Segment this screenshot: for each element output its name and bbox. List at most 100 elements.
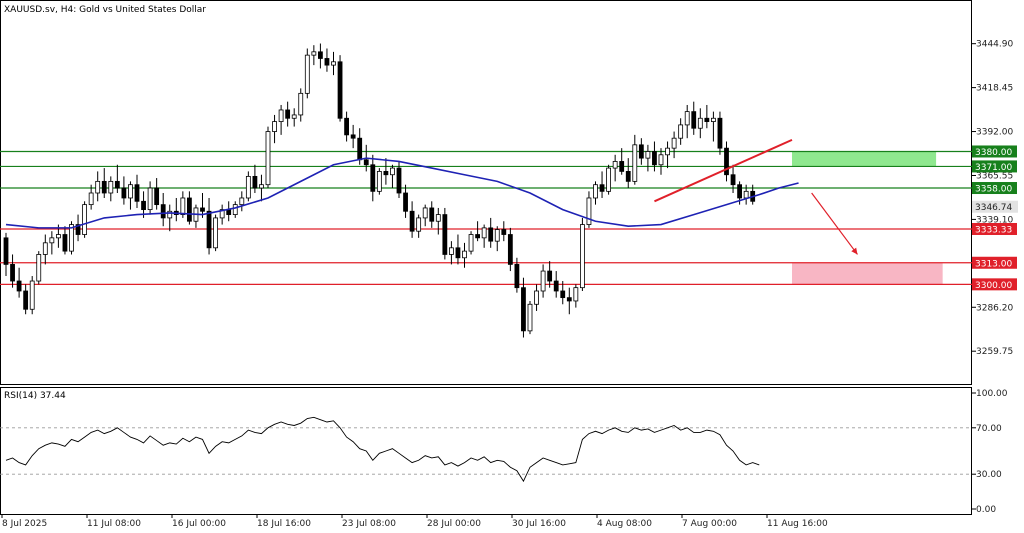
green-zone	[792, 151, 937, 167]
candle-body	[311, 51, 317, 56]
candle-body	[42, 242, 48, 255]
candle	[409, 201, 415, 238]
candle-body	[88, 192, 94, 206]
candle	[494, 226, 500, 252]
candle-body	[462, 250, 467, 259]
candle	[167, 204, 173, 232]
candle-body	[213, 217, 219, 249]
candle	[10, 254, 15, 288]
candle-body	[527, 303, 533, 332]
candle	[566, 287, 572, 315]
candle-body	[547, 270, 553, 282]
candle-body	[645, 151, 651, 159]
candle-body	[422, 207, 428, 219]
candle	[606, 164, 611, 195]
candle	[717, 111, 723, 155]
candle	[16, 267, 22, 298]
candle-body	[62, 234, 68, 252]
candle-body	[678, 124, 684, 139]
time-axis: 8 Jul 2025 11 Jul 08:00 16 Jul 00:00 18 Jul…	[1, 514, 828, 529]
candle	[108, 176, 114, 202]
candle-body	[114, 180, 120, 189]
candle-body	[29, 280, 35, 310]
moving-average-layer	[5, 157, 799, 229]
candle-body	[69, 224, 74, 252]
moving-average-line	[5, 157, 799, 229]
candle-body	[200, 207, 205, 212]
candle	[429, 201, 435, 228]
candle-body	[455, 247, 461, 259]
candle-body	[507, 234, 513, 265]
support-price-label: 3300.00	[975, 281, 1012, 291]
candle-body	[652, 151, 657, 166]
candle-body	[573, 287, 579, 302]
candle-body	[10, 264, 15, 282]
candle	[219, 204, 225, 225]
candle-body	[704, 117, 710, 122]
red-zone	[792, 262, 943, 285]
projection-arrow-line	[811, 192, 858, 255]
candle	[475, 221, 481, 242]
price-tick-label: 3365.55	[976, 171, 1013, 181]
candle	[501, 221, 507, 242]
time-tick-label: 8 Jul 2025	[2, 519, 47, 529]
candle	[507, 227, 513, 272]
candle	[62, 226, 68, 255]
candle	[403, 184, 408, 218]
candle	[3, 232, 9, 277]
candle	[370, 154, 376, 202]
candle	[416, 214, 422, 238]
current-price-label: 3346.74	[975, 203, 1012, 213]
candle-body	[619, 161, 625, 172]
candle-body	[219, 209, 225, 219]
candle-body	[101, 180, 107, 194]
resistance-price-tag	[972, 182, 1017, 195]
candle	[154, 178, 160, 210]
candle-body	[317, 51, 323, 59]
candle-body	[711, 117, 716, 122]
candle	[383, 158, 389, 185]
candle	[684, 104, 690, 139]
price-axis: 3444.90 3418.45 3392.00 3365.55 3339.10 3286.…	[972, 40, 1018, 357]
time-tick-label: 18 Jul 16:00	[257, 519, 311, 529]
resistance-price-tag	[972, 160, 1017, 173]
candle	[272, 114, 277, 144]
candle	[573, 284, 579, 308]
rsi-line	[5, 416, 760, 483]
candle	[632, 134, 638, 185]
current-price-tag	[972, 200, 1018, 213]
candle	[560, 281, 566, 305]
candle-body	[350, 134, 356, 139]
price-tick-label: 3259.75	[976, 347, 1013, 357]
candle-body	[632, 144, 638, 182]
candle-body	[56, 234, 61, 239]
annotations-layer	[654, 138, 858, 255]
candle	[665, 141, 670, 169]
support-price-tag	[972, 256, 1017, 269]
candle	[599, 171, 605, 198]
candle	[534, 284, 539, 311]
candle-body	[363, 159, 369, 166]
resistance-price-label: 3380.00	[975, 148, 1012, 158]
candle-body	[625, 171, 631, 182]
candle-body	[684, 111, 690, 126]
candle	[101, 168, 107, 198]
support-price-tag	[972, 222, 1017, 235]
candle	[259, 174, 264, 202]
time-tick-label: 30 Jul 16:00	[512, 519, 566, 529]
candle-body	[239, 197, 245, 206]
candle	[652, 141, 657, 172]
candle-body	[357, 137, 363, 161]
candle	[691, 101, 697, 135]
candle-body	[298, 92, 304, 116]
candle-body	[737, 184, 742, 199]
candle-body	[717, 117, 723, 149]
candle	[311, 45, 317, 66]
time-tick-label: 23 Jul 08:00	[342, 519, 396, 529]
time-tick-label: 11 Aug 16:00	[767, 519, 828, 529]
candle	[206, 197, 212, 255]
candle	[645, 144, 651, 172]
candle-body	[206, 210, 212, 249]
candle-body	[304, 54, 310, 94]
